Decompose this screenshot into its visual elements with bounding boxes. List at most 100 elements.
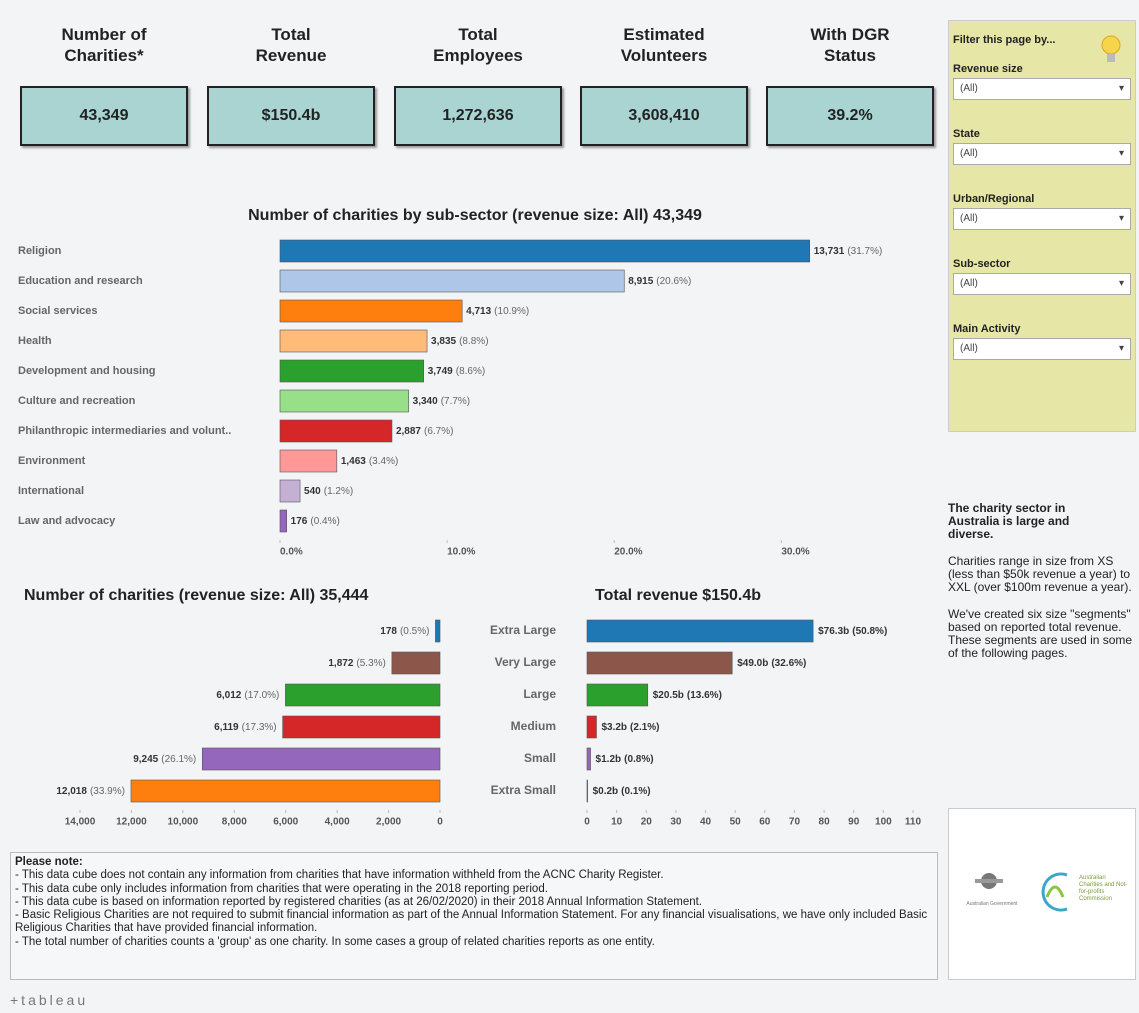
note-line: - This data cube is based on information… xyxy=(15,895,702,908)
x-tick-label: 8,000 xyxy=(222,817,247,828)
bar xyxy=(586,747,591,771)
percent-label: (26.1%) xyxy=(161,754,196,765)
x-tick-label: 2,000 xyxy=(376,817,401,828)
x-tick-label: 12,000 xyxy=(116,817,147,828)
side-heading: The charity sector in Australia is large… xyxy=(948,501,1070,541)
chart-title: Number of charities by sub-sector (reven… xyxy=(248,207,702,224)
bar xyxy=(279,449,338,473)
category-label: Environment xyxy=(18,455,86,467)
x-tick-label: 30.0% xyxy=(781,547,809,558)
percent-label: (8.6%) xyxy=(456,366,485,377)
bar xyxy=(279,299,463,323)
kpi-value: 39.2% xyxy=(766,86,934,146)
x-tick-label: 14,000 xyxy=(65,817,96,828)
x-tick-label: 0 xyxy=(437,817,443,828)
bar xyxy=(586,651,733,675)
category-label: Extra Small xyxy=(491,783,556,797)
bar xyxy=(285,683,441,707)
percent-label: (32.6%) xyxy=(771,658,806,669)
charts: Number of charities by sub-sector (reven… xyxy=(18,207,922,828)
count-label: 3,749 xyxy=(428,366,453,377)
side-paragraph: We've created six size "segments" based … xyxy=(948,607,1133,660)
filter-dropdown[interactable]: (All) xyxy=(953,143,1131,165)
percent-label: (10.9%) xyxy=(494,306,529,317)
bar xyxy=(279,359,425,383)
data-label: 3,340 (7.7%) xyxy=(413,396,470,407)
value-label: 178 xyxy=(380,626,397,637)
percent-label: (1.2%) xyxy=(324,486,353,497)
filter-panel: Filter this page by... Revenue size (All… xyxy=(948,20,1136,432)
percent-label: (0.8%) xyxy=(624,754,653,765)
data-label: $0.2b (0.1%) xyxy=(593,786,651,797)
percent-label: (31.7%) xyxy=(847,246,882,257)
percent-label: (2.1%) xyxy=(630,722,659,733)
x-tick-label: 90 xyxy=(848,817,860,828)
category-label: Large xyxy=(523,687,556,701)
data-label: $1.2b (0.8%) xyxy=(596,754,654,765)
kpi-value: 3,608,410 xyxy=(580,86,748,146)
value-label: 9,245 xyxy=(133,754,158,765)
count-label: 8,915 xyxy=(628,276,653,287)
value-label: $1.2b xyxy=(596,754,622,765)
category-label: International xyxy=(18,485,84,497)
data-label: 6,119 (17.3%) xyxy=(214,722,277,733)
bar xyxy=(279,509,287,533)
kpi-label-text: With DGR Status xyxy=(810,25,890,65)
data-label: 12,018 (33.9%) xyxy=(56,786,125,797)
data-label: 13,731 (31.7%) xyxy=(814,246,883,257)
tableau-logo[interactable]: +tableau xyxy=(10,992,89,1008)
notes: Please note: - This data cube does not c… xyxy=(10,852,938,980)
bar xyxy=(279,239,811,263)
data-label: 540 (1.2%) xyxy=(304,486,353,497)
filter-dropdown[interactable]: (All) xyxy=(953,338,1131,360)
category-label: Culture and recreation xyxy=(18,395,136,407)
data-label: 4,713 (10.9%) xyxy=(466,306,529,317)
value-label: $3.2b xyxy=(601,722,627,733)
count-label: 4,713 xyxy=(466,306,491,317)
category-label: Small xyxy=(524,751,556,765)
category-label: Development and housing xyxy=(18,365,156,377)
percent-label: (7.7%) xyxy=(441,396,470,407)
kpi-value: 43,349 xyxy=(20,86,188,146)
x-tick-label: 20.0% xyxy=(614,547,642,558)
data-label: $3.2b (2.1%) xyxy=(601,722,659,733)
filter-label: Urban/Regional xyxy=(953,193,1035,205)
chart-title: Total revenue $150.4b xyxy=(595,587,761,604)
value-label: $20.5b xyxy=(653,690,684,701)
x-tick-label: 10,000 xyxy=(168,817,199,828)
x-tick-label: 6,000 xyxy=(273,817,298,828)
bar xyxy=(282,715,441,739)
count-label: 540 xyxy=(304,486,321,497)
bar xyxy=(279,479,301,503)
x-tick-label: 0.0% xyxy=(280,547,303,558)
kpi-label: Total Employees xyxy=(392,24,564,66)
value-label: 1,872 xyxy=(328,658,353,669)
percent-label: (17.0%) xyxy=(244,690,279,701)
filter-dropdown[interactable]: (All) xyxy=(953,78,1131,100)
percent-label: (3.4%) xyxy=(369,456,398,467)
percent-label: (20.6%) xyxy=(656,276,691,287)
data-label: 3,749 (8.6%) xyxy=(428,366,485,377)
count-label: 176 xyxy=(291,516,308,527)
kpi-label-text: Total Revenue xyxy=(255,25,327,65)
x-tick-label: 70 xyxy=(789,817,801,828)
note-line: - This data cube does not contain any in… xyxy=(15,869,664,882)
bar xyxy=(279,269,625,293)
value-label: $0.2b xyxy=(593,786,619,797)
data-label: $76.3b (50.8%) xyxy=(818,626,887,637)
filter-label: State xyxy=(953,128,980,140)
percent-label: (8.8%) xyxy=(459,336,488,347)
count-label: 3,835 xyxy=(431,336,456,347)
kpi-label-text: Estimated Volunteers xyxy=(620,25,708,65)
note-line: - The total number of charities counts a… xyxy=(15,935,655,948)
data-label: 6,012 (17.0%) xyxy=(216,690,279,701)
filter-label: Main Activity xyxy=(953,323,1021,335)
filter-dropdown[interactable]: (All) xyxy=(953,273,1131,295)
filter-label: Sub-sector xyxy=(953,258,1011,270)
kpi-value: $150.4b xyxy=(207,86,375,146)
kpi-label: Estimated Volunteers xyxy=(578,24,750,66)
x-tick-label: 100 xyxy=(875,817,892,828)
bar xyxy=(586,683,649,707)
filter-dropdown[interactable]: (All) xyxy=(953,208,1131,230)
bar xyxy=(279,389,409,413)
